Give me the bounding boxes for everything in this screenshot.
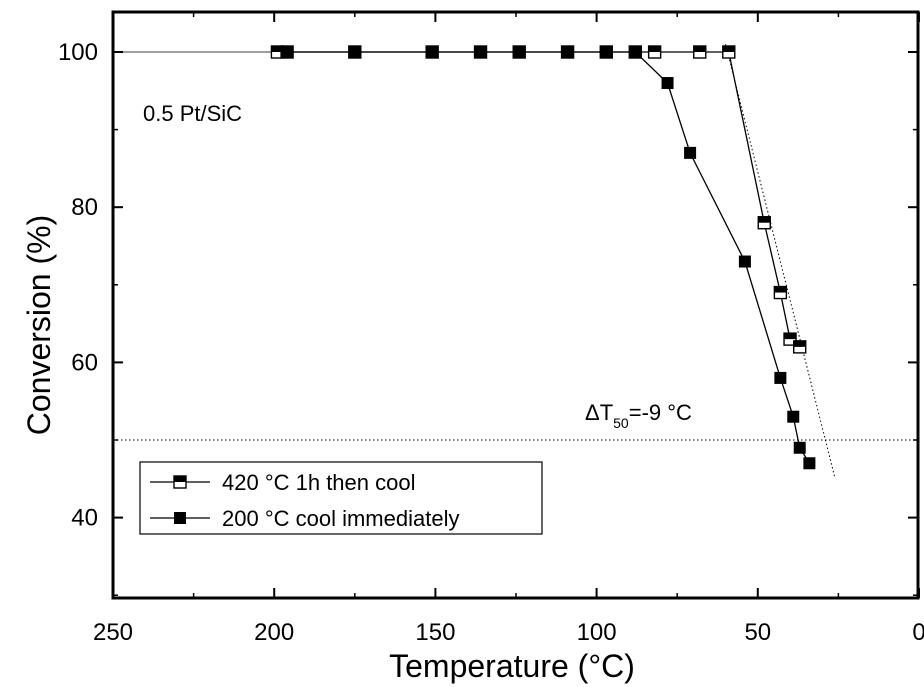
delta-t50-annotation: ΔT50=-9 °C bbox=[585, 400, 692, 431]
data-point-series-2 bbox=[629, 46, 642, 58]
data-point-fill-half bbox=[648, 46, 661, 52]
data-point-fill-half bbox=[271, 46, 284, 52]
x-axis-label-unit: °C bbox=[588, 648, 624, 684]
data-point-fill-half bbox=[774, 286, 787, 293]
data-point-series-1 bbox=[722, 45, 736, 59]
data-point-series-2 bbox=[774, 371, 787, 384]
delta-t-subscript: 50 bbox=[613, 415, 629, 431]
legend: 420 °C 1h then cool 200 °C cool immediat… bbox=[139, 461, 543, 535]
x-tick-label: 150 bbox=[415, 619, 455, 646]
data-point-fill-half bbox=[758, 216, 771, 223]
data-point-series-1 bbox=[647, 45, 662, 59]
delta-t-text: ΔT bbox=[585, 400, 613, 425]
y-tick-label: 60 bbox=[71, 349, 98, 376]
legend-label-series-1: 420 °C 1h then cool bbox=[222, 470, 416, 495]
data-point-series-2 bbox=[348, 46, 361, 58]
data-point-fill-half bbox=[722, 46, 735, 52]
legend-label-series-2: 200 °C cool immediately bbox=[222, 506, 459, 531]
data-point-series-1 bbox=[693, 45, 707, 59]
data-point-series-2 bbox=[426, 46, 439, 58]
x-axis-label-prefix: Temperature ( bbox=[389, 648, 589, 684]
x-tick-label: 100 bbox=[577, 619, 617, 646]
series-line-1 bbox=[277, 51, 801, 348]
data-point-series-2 bbox=[513, 46, 526, 58]
data-point-series-2 bbox=[787, 410, 800, 423]
data-point-series-2 bbox=[793, 441, 806, 454]
data-point-series-2 bbox=[600, 46, 613, 58]
series-line-2 bbox=[287, 51, 810, 464]
data-point-series-2 bbox=[281, 46, 294, 58]
fit-line-dotted bbox=[725, 44, 836, 479]
data-point-fill-half bbox=[693, 46, 706, 52]
y-tick-label: 40 bbox=[71, 505, 98, 532]
legend-marker-series-1 bbox=[173, 475, 187, 489]
legend-marker-series-2 bbox=[174, 512, 186, 524]
data-point-series-1 bbox=[793, 340, 807, 354]
data-point-fill-half bbox=[784, 333, 797, 340]
data-point-series-1 bbox=[773, 285, 788, 300]
delta-t-value: =-9 °C bbox=[629, 400, 692, 425]
x-tick-label: 0 bbox=[912, 619, 924, 646]
x-axis-label-suffix: ) bbox=[624, 648, 635, 684]
y-tick-label: 100 bbox=[58, 39, 98, 66]
legend-box bbox=[139, 461, 543, 535]
data-point-series-2 bbox=[561, 46, 574, 58]
data-point-series-2 bbox=[474, 46, 487, 58]
y-axis-label: Conversion (%) bbox=[21, 215, 57, 436]
x-tick-label: 250 bbox=[93, 619, 133, 646]
data-point-series-2 bbox=[738, 255, 751, 268]
data-point-series-1 bbox=[757, 216, 771, 230]
data-point-series-2 bbox=[661, 77, 674, 90]
x-axis-label: Temperature (°C) bbox=[389, 648, 635, 684]
x-tick-label: 50 bbox=[744, 619, 771, 646]
y-tick-label: 80 bbox=[71, 194, 98, 221]
data-point-series-2 bbox=[684, 146, 697, 159]
data-point-series-2 bbox=[803, 457, 816, 470]
sample-label: 0.5 Pt/SiC bbox=[143, 101, 242, 126]
x-tick-label: 200 bbox=[254, 619, 294, 646]
data-point-fill-half bbox=[793, 340, 806, 347]
